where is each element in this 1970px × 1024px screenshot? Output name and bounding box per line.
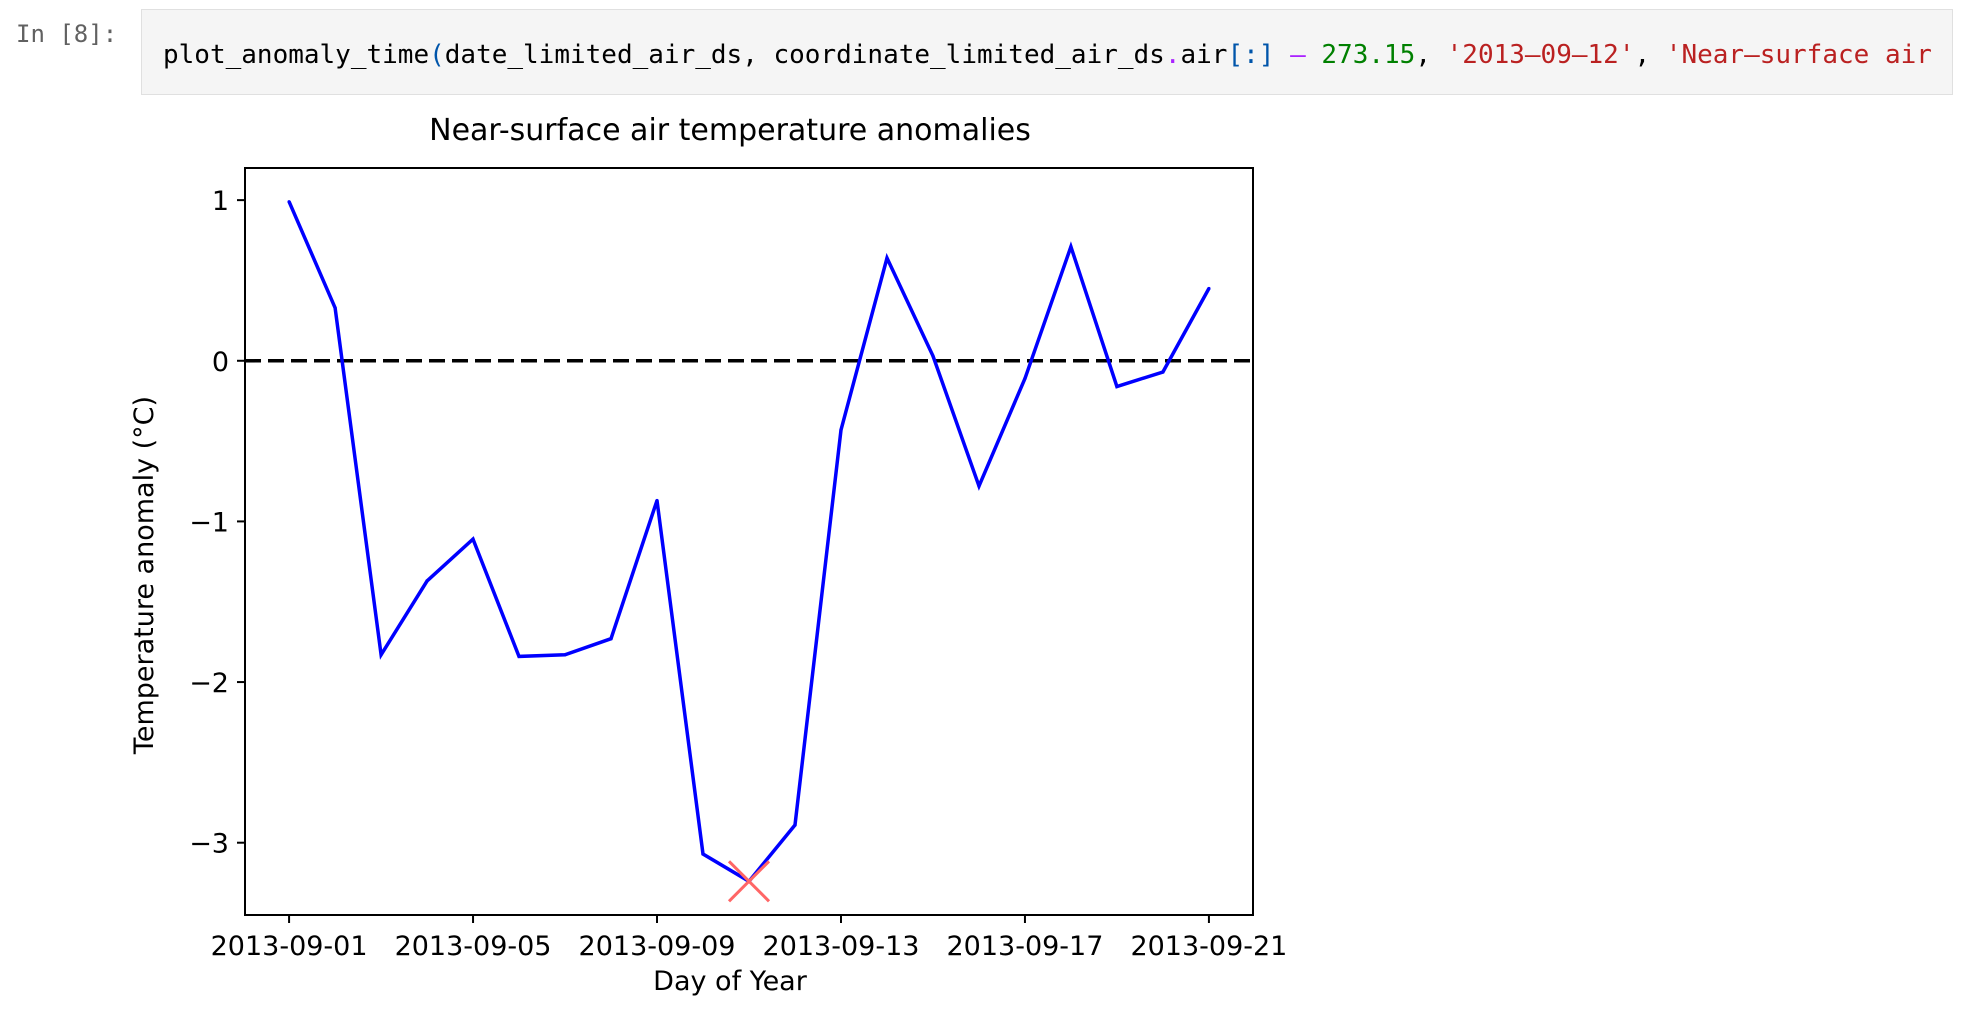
data-point bbox=[701, 852, 705, 856]
code-number: 273.15 bbox=[1321, 40, 1416, 70]
data-point bbox=[1207, 286, 1211, 291]
x-tick-label: 2013-09-09 bbox=[579, 931, 736, 962]
marker-stroke bbox=[727, 860, 771, 903]
data-point bbox=[563, 653, 567, 657]
code-arg1: date_limited_air_ds bbox=[444, 40, 743, 70]
chart-title: Near-surface air temperature anomalies bbox=[429, 113, 1031, 148]
code-minus: – bbox=[1274, 40, 1322, 70]
series-line bbox=[287, 201, 1211, 884]
anomaly-line-chart: Near-surface air temperature anomalies D… bbox=[129, 113, 1287, 997]
y-tick-label: 1 bbox=[212, 186, 229, 217]
data-point bbox=[471, 537, 475, 541]
y-tick-label: −1 bbox=[189, 507, 229, 538]
x-tick-label: 2013-09-01 bbox=[211, 931, 368, 962]
data-point bbox=[793, 823, 797, 827]
y-tick-label: 0 bbox=[212, 347, 229, 378]
data-point bbox=[517, 654, 521, 658]
data-point bbox=[655, 498, 659, 503]
code-title-string: 'Near–surface air bbox=[1665, 40, 1932, 70]
data-point bbox=[425, 579, 429, 583]
plot-area: 1 0 −1 −2 −3 2013-09-01 2013-09-05 2013-09-09 20… bbox=[189, 167, 1287, 962]
code-func: plot_anomaly_time bbox=[163, 40, 430, 70]
code-arg2: coordinate_limited_air_ds bbox=[773, 40, 1165, 70]
data-point bbox=[839, 428, 843, 432]
y-axis-label: Temperature anomaly (°C) bbox=[130, 396, 160, 755]
data-point bbox=[1069, 245, 1073, 249]
data-point bbox=[1115, 384, 1119, 389]
data-point bbox=[379, 653, 383, 657]
cell-output: Near-surface air temperature anomalies D… bbox=[129, 110, 1300, 1010]
code-paren: ( bbox=[429, 40, 445, 70]
cell-prompt: In [8]: bbox=[16, 20, 118, 48]
x-tick-label: 2013-09-21 bbox=[1130, 931, 1287, 962]
y-tick-label: −3 bbox=[189, 829, 229, 860]
data-point bbox=[1161, 370, 1165, 374]
code-dot: . bbox=[1164, 40, 1181, 70]
x-axis-label: Day of Year bbox=[653, 966, 808, 997]
x-tick-label: 2013-09-13 bbox=[763, 931, 920, 962]
code-input[interactable]: plot_anomaly_time(date_limited_air_ds, c… bbox=[141, 9, 1953, 95]
data-point bbox=[1023, 376, 1027, 381]
data-point bbox=[609, 637, 613, 641]
y-tick-label: −2 bbox=[189, 668, 229, 699]
code-attr: air bbox=[1180, 40, 1228, 70]
x-tick-label: 2013-09-17 bbox=[946, 931, 1103, 962]
x-tick-label: 2013-09-05 bbox=[395, 931, 552, 962]
code-comma: , bbox=[1634, 40, 1666, 70]
code-comma: , bbox=[742, 40, 774, 70]
data-point bbox=[885, 256, 889, 260]
data-point bbox=[931, 354, 935, 358]
data-point bbox=[333, 306, 337, 310]
code-comma: , bbox=[1415, 40, 1447, 70]
data-point bbox=[977, 484, 981, 488]
axes-frame bbox=[244, 167, 1254, 916]
code-date-string: '2013–09–12' bbox=[1446, 40, 1635, 70]
code-slice: [:] bbox=[1227, 40, 1275, 70]
code-line[interactable]: plot_anomaly_time(date_limited_air_ds, c… bbox=[163, 40, 1932, 70]
data-point bbox=[287, 200, 291, 204]
minimum-marker bbox=[727, 860, 771, 903]
